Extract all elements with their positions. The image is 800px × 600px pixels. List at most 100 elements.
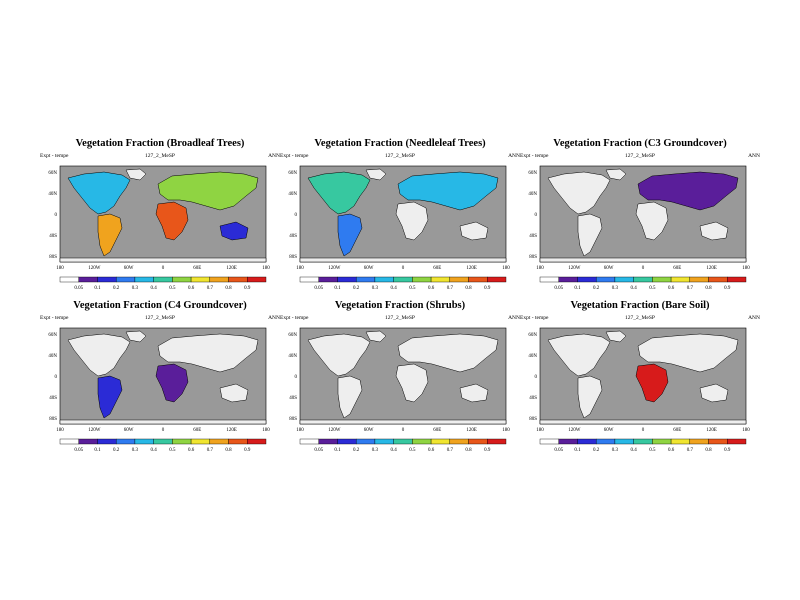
panel-title: Vegetation Fraction (C3 Groundcover) xyxy=(553,138,727,149)
lon-tick-label: 120E xyxy=(226,266,237,271)
colorbar-label: 0.4 xyxy=(391,448,398,453)
colorbar-swatch xyxy=(708,438,728,445)
continent-greenland xyxy=(365,330,387,343)
lat-tick-label: 40S xyxy=(289,396,297,401)
colorbar-label: 0.5 xyxy=(169,286,176,291)
colorbar: 0.05 0.1 0.2 0.3 0.4 0.5 0.6 0.7 0.8 0.9 xyxy=(59,276,267,291)
continent-australia xyxy=(219,383,249,403)
colorbar-swatch xyxy=(449,276,469,283)
lon-tick-label: 60E xyxy=(193,428,201,433)
lon-tick-label: 180 xyxy=(296,266,304,271)
continent-southAmerica xyxy=(577,375,603,419)
lon-tick-label: 120W xyxy=(568,266,581,271)
lon-tick-label: 120W xyxy=(328,266,341,271)
continent-antarctica xyxy=(539,257,747,263)
continent-southAmerica xyxy=(337,213,363,257)
continent-antarctica xyxy=(59,257,267,263)
lon-tick-label: 60W xyxy=(604,428,614,433)
map-frame: 60N 40N 0 40S 80S 180 120W 60W 0 60E 120E 180 xyxy=(288,165,510,271)
colorbar-swatch xyxy=(633,438,653,445)
colorbar-swatch xyxy=(318,276,338,283)
colorbar-swatch xyxy=(337,438,357,445)
colorbar-label: 0.3 xyxy=(372,286,379,291)
colorbar-swatch xyxy=(59,438,79,445)
colorbar-swatch xyxy=(468,438,488,445)
lat-tick-label: 60N xyxy=(528,171,537,176)
lon-tick-label: 180 xyxy=(742,266,750,271)
continent-australia xyxy=(219,221,249,241)
colorbar-swatch xyxy=(318,438,338,445)
map-frame: 60N 40N 0 40S 80S 180 120W 60W 0 60E 120E 180 xyxy=(528,327,750,433)
lat-tick-label: 40N xyxy=(288,354,297,359)
panel-title: Vegetation Fraction (Bare Soil) xyxy=(570,300,710,311)
lon-tick-label: 120W xyxy=(88,428,101,433)
colorbar-swatch xyxy=(689,276,709,283)
lon-tick-label: 180 xyxy=(56,428,64,433)
lat-tick-label: 80S xyxy=(49,255,57,260)
continent-northAmerica xyxy=(67,333,131,377)
continent-eurasia xyxy=(397,333,499,373)
colorbar-label: 0.1 xyxy=(574,448,581,453)
continent-northAmerica xyxy=(307,333,371,377)
colorbar-swatch xyxy=(412,276,432,283)
lat-tick-label: 40N xyxy=(48,192,57,197)
run-id-label: 127_2_MeSP xyxy=(145,315,175,321)
continent-northAmerica xyxy=(67,171,131,215)
run-id-label: 127_2_MeSP xyxy=(385,315,415,321)
colorbar-swatch xyxy=(633,276,653,283)
colorbar-swatch xyxy=(652,438,672,445)
colorbar-swatch xyxy=(355,276,376,283)
colorbar-label: 0.1 xyxy=(94,448,101,453)
run-id-label: 127_2_MeSP xyxy=(625,315,655,321)
continent-antarctica xyxy=(299,257,507,263)
lon-tick-label: 60E xyxy=(673,428,681,433)
lon-tick-label: 0 xyxy=(642,266,645,271)
colorbar-swatch xyxy=(595,276,616,283)
colorbar-swatch xyxy=(558,276,578,283)
map-frame: 60N 40N 0 40S 80S 180 120W 60W 0 60E 120E 180 xyxy=(288,327,510,433)
colorbar-label: 0.1 xyxy=(334,448,341,453)
colorbar-label: 0.9 xyxy=(244,286,251,291)
colorbar-label: 0.8 xyxy=(225,286,232,291)
lat-tick-label: 60N xyxy=(288,333,297,338)
lat-tick-label: 40S xyxy=(49,234,57,239)
lat-tick-label: 0 xyxy=(55,213,58,218)
colorbar-swatch xyxy=(172,276,192,283)
lon-tick-label: 120W xyxy=(328,428,341,433)
lat-tick-label: 60N xyxy=(48,171,57,176)
continent-africa xyxy=(635,363,669,403)
continent-africa xyxy=(395,363,429,403)
continent-greenland xyxy=(605,168,627,181)
colorbar-label: 0.8 xyxy=(465,448,472,453)
run-id-label: 127_2_MeSP xyxy=(625,153,655,159)
colorbar-label: 0.5 xyxy=(409,286,416,291)
colorbar-swatch xyxy=(727,438,747,445)
lat-tick-label: 40N xyxy=(528,354,537,359)
colorbar-swatch xyxy=(115,276,136,283)
lon-tick-label: 60E xyxy=(673,266,681,271)
experiment-label: Expt - tempe xyxy=(40,153,69,159)
continent-southAmerica xyxy=(577,213,603,257)
experiment-label: Expt - tempe xyxy=(520,315,549,321)
colorbar-swatch xyxy=(355,438,376,445)
continent-australia xyxy=(699,221,729,241)
continent-greenland xyxy=(605,330,627,343)
continent-eurasia xyxy=(157,171,259,211)
colorbar-swatch xyxy=(708,276,728,283)
experiment-label: Expt - tempe xyxy=(280,153,309,159)
colorbar-label: 0.4 xyxy=(391,286,398,291)
panel-title: Vegetation Fraction (Broadleaf Trees) xyxy=(75,138,245,149)
lat-tick-label: 0 xyxy=(55,375,58,380)
colorbar-label: 0.7 xyxy=(687,448,694,453)
colorbar-label: 0.2 xyxy=(113,286,120,291)
colorbar-label: 0.5 xyxy=(409,448,416,453)
lon-tick-label: 120E xyxy=(706,266,717,271)
colorbar-swatch xyxy=(449,438,469,445)
lon-tick-label: 120E xyxy=(466,266,477,271)
colorbar-swatch xyxy=(689,438,709,445)
lat-tick-label: 60N xyxy=(288,171,297,176)
colorbar-label: 0.9 xyxy=(484,448,491,453)
